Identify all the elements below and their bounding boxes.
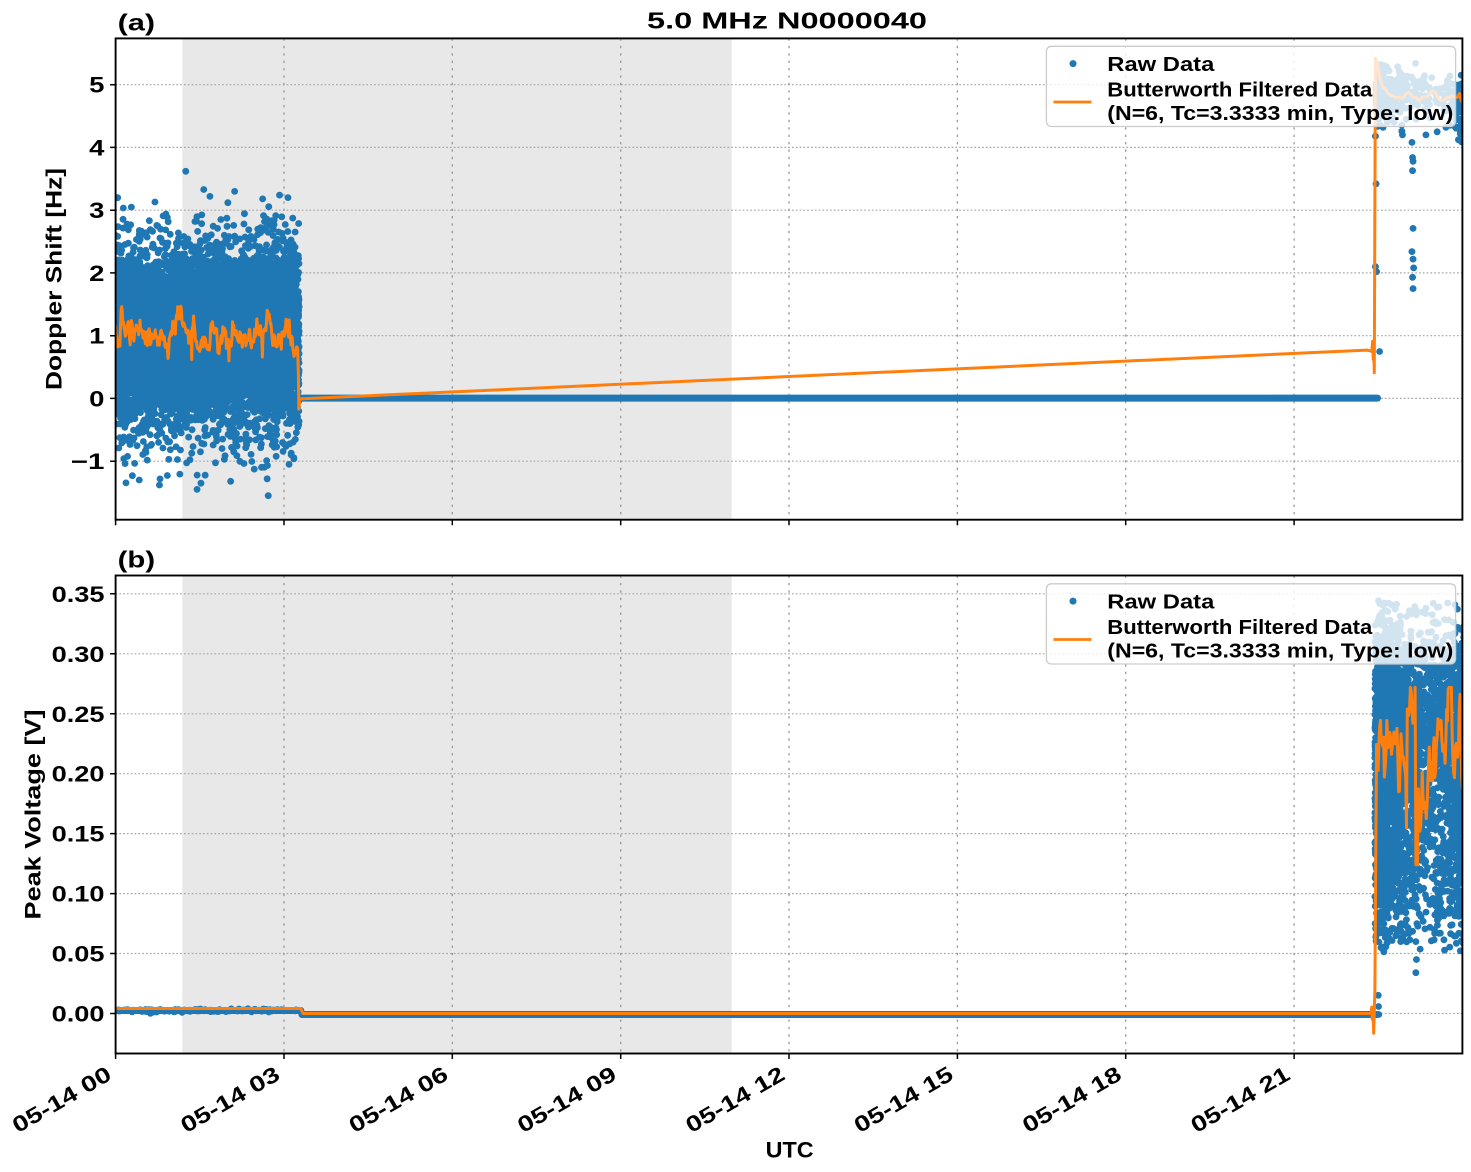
svg-text:0: 0 — [89, 386, 104, 411]
svg-text:Butterworth Filtered Data: Butterworth Filtered Data — [1107, 617, 1373, 639]
svg-text:0.15: 0.15 — [52, 822, 105, 847]
svg-text:Raw Data: Raw Data — [1107, 592, 1215, 614]
svg-text:1: 1 — [89, 324, 104, 349]
svg-text:0.25: 0.25 — [52, 702, 105, 727]
svg-text:0.20: 0.20 — [52, 762, 105, 787]
svg-text:2: 2 — [89, 261, 104, 286]
svg-text:(a): (a) — [118, 9, 155, 35]
svg-text:5.0 MHz N0000040: 5.0 MHz N0000040 — [647, 7, 927, 33]
svg-text:Peak Voltage [V]: Peak Voltage [V] — [21, 710, 46, 920]
svg-text:3: 3 — [89, 198, 104, 223]
svg-text:UTC: UTC — [766, 1138, 814, 1163]
svg-text:0.10: 0.10 — [52, 882, 105, 907]
svg-text:(N=6, Tc=3.3333 min, Type: low: (N=6, Tc=3.3333 min, Type: low) — [1107, 103, 1453, 125]
svg-text:(b): (b) — [118, 546, 155, 572]
svg-text:0.30: 0.30 — [52, 642, 105, 667]
svg-text:Butterworth Filtered Data: Butterworth Filtered Data — [1107, 80, 1373, 102]
svg-text:0.35: 0.35 — [52, 582, 105, 607]
svg-text:4: 4 — [89, 135, 105, 160]
svg-text:Raw Data: Raw Data — [1107, 54, 1215, 76]
svg-text:−1: −1 — [71, 449, 105, 474]
svg-text:Doppler Shift [Hz]: Doppler Shift [Hz] — [42, 168, 67, 390]
svg-text:0.05: 0.05 — [52, 942, 105, 967]
svg-text:(N=6, Tc=3.3333 min, Type: low: (N=6, Tc=3.3333 min, Type: low) — [1107, 641, 1453, 663]
svg-text:0.00: 0.00 — [52, 1002, 105, 1027]
svg-text:5: 5 — [89, 73, 104, 98]
